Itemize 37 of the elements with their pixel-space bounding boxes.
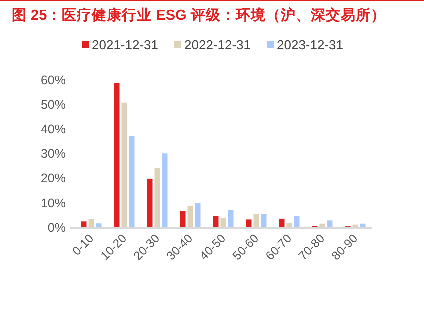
bar <box>286 223 292 228</box>
bar <box>213 216 219 228</box>
bar <box>220 218 226 228</box>
y-tick-label: 60% <box>40 74 66 88</box>
bar <box>122 102 128 228</box>
bar <box>261 214 267 228</box>
bar <box>96 224 102 228</box>
bar <box>320 224 326 228</box>
bar <box>129 136 135 228</box>
y-tick-label: 10% <box>40 196 66 210</box>
bar <box>352 224 358 228</box>
y-tick-label: 30% <box>40 147 66 162</box>
legend-label: 2021-12-31 <box>92 38 158 52</box>
bar <box>360 224 366 228</box>
y-tick-label: 50% <box>40 98 66 112</box>
y-tick-label: 0% <box>48 220 66 235</box>
y-tick-label: 40% <box>40 122 66 137</box>
chart-title: 图 25：医疗健康行业 ESG 评级：环境（沪、深交易所） <box>12 6 386 24</box>
x-tick-label: 0-10 <box>70 231 97 258</box>
y-tick-label: 20% <box>40 172 66 186</box>
bar <box>88 219 94 228</box>
legend-label: 2022-12-31 <box>184 38 251 52</box>
bar <box>246 220 252 228</box>
bar <box>147 178 153 228</box>
bar <box>294 216 300 228</box>
bar <box>279 218 285 228</box>
bar <box>81 222 87 228</box>
legend-label: 2023-12-31 <box>277 38 344 52</box>
bar <box>188 206 194 228</box>
bar <box>195 202 201 228</box>
bar <box>162 154 168 228</box>
bar <box>180 211 186 228</box>
bar <box>327 220 333 228</box>
bar <box>228 210 234 228</box>
bar <box>114 83 120 228</box>
bar <box>254 214 260 228</box>
bar <box>154 168 160 228</box>
